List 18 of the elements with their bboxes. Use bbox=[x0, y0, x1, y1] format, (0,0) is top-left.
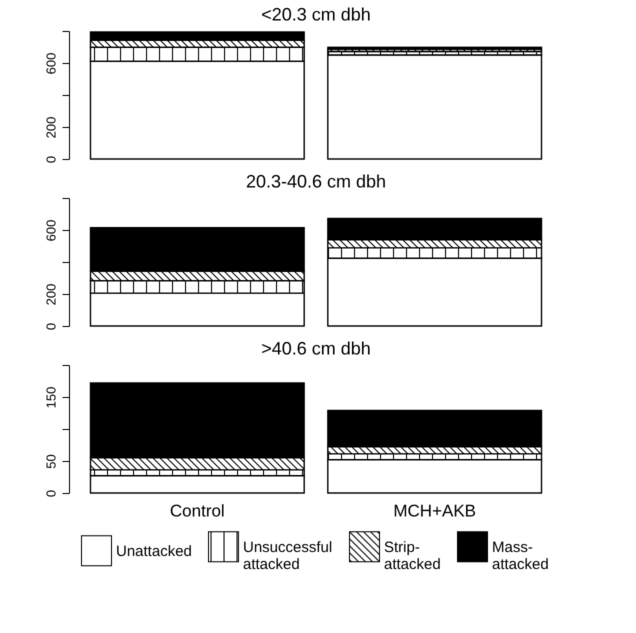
y-tick-label: 200 bbox=[44, 284, 58, 306]
y-tick-label: 0 bbox=[44, 322, 58, 330]
chart-title: <20.3 cm dbh bbox=[261, 4, 371, 24]
legend-label: Unsuccessful attacked bbox=[243, 538, 332, 573]
x-tick-label: Control bbox=[170, 502, 225, 520]
chart-title: 20.3-40.6 cm dbh bbox=[246, 172, 386, 192]
chart-title: >40.6 cm dbh bbox=[261, 338, 371, 358]
legend-label: Mass-attacked bbox=[492, 538, 549, 573]
x-tick-label: MCH+AKB bbox=[393, 502, 476, 520]
y-tick-label: 50 bbox=[44, 454, 58, 469]
legend-label: Strip-attacked bbox=[384, 538, 441, 573]
y-tick-label: 200 bbox=[44, 116, 58, 138]
y-tick-label: 600 bbox=[44, 52, 58, 74]
y-tick-label: 0 bbox=[44, 490, 58, 498]
y-tick-label: 600 bbox=[44, 220, 58, 242]
y-tick-label: 150 bbox=[44, 386, 58, 408]
y-tick-label: 0 bbox=[44, 156, 58, 164]
legend-label: Unattacked bbox=[116, 542, 192, 560]
